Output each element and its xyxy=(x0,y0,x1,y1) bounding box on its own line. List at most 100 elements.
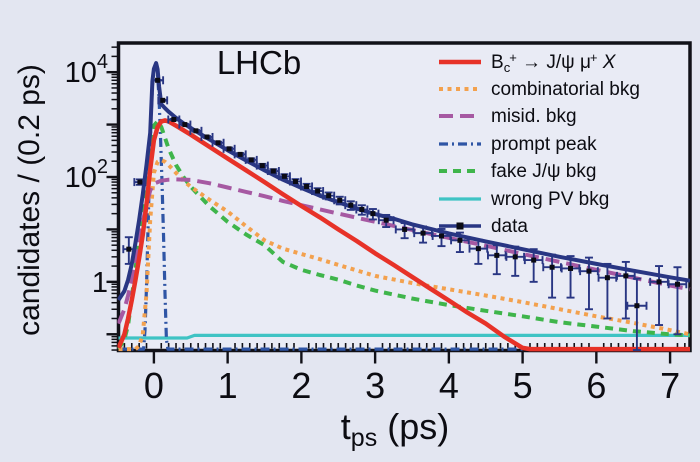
data-point xyxy=(233,150,247,159)
experiment-label: LHCb xyxy=(216,44,302,81)
data-marker xyxy=(383,217,389,223)
data-marker xyxy=(237,151,243,157)
legend-item-combinatorial: combinatorial bkg xyxy=(438,75,640,102)
data-point xyxy=(377,213,395,228)
series-misid xyxy=(117,177,691,325)
data-marker xyxy=(475,246,481,252)
y-axis-title: candidates / (0.2 ps) xyxy=(13,64,46,336)
data-point xyxy=(178,120,192,129)
legend-swatch-signal xyxy=(439,59,481,64)
legend-item-wrongpv: wrong PV bkg xyxy=(438,185,640,212)
y-tick-label: 1 xyxy=(92,267,108,299)
data-marker xyxy=(137,179,143,185)
data-point xyxy=(366,208,380,221)
legend-swatch-prompt xyxy=(439,142,481,146)
data-point xyxy=(468,238,489,265)
data-marker xyxy=(674,281,680,287)
data-marker xyxy=(512,254,518,260)
data-point xyxy=(333,195,347,206)
data-marker xyxy=(359,206,365,212)
tick-labels: 0 1 2 3 4 5 6 7 104 102 1 xyxy=(65,51,680,406)
legend-item-fake: fake J/ψ bkg xyxy=(438,158,640,185)
data-marker xyxy=(315,188,321,194)
data-marker xyxy=(182,122,188,128)
data-marker xyxy=(226,146,232,152)
data-marker xyxy=(549,264,555,270)
data-marker xyxy=(270,168,276,174)
data-marker xyxy=(656,279,662,285)
legend-item-label: misid. bkg xyxy=(491,106,577,128)
data-point xyxy=(523,248,544,283)
data-marker xyxy=(337,197,343,203)
data-marker xyxy=(494,252,500,258)
x-tick-label: 6 xyxy=(586,365,606,406)
x-tick-label: 1 xyxy=(218,365,238,406)
data-point xyxy=(300,182,314,191)
data-point xyxy=(486,244,507,276)
data-point xyxy=(289,177,302,186)
data-marker xyxy=(402,226,408,232)
x-tick-label: 2 xyxy=(291,365,311,406)
legend-swatch-data xyxy=(439,222,481,230)
x-tick-label: 3 xyxy=(365,365,385,406)
data-marker xyxy=(438,233,444,239)
data-marker xyxy=(204,134,210,140)
data-point xyxy=(266,167,280,176)
data-point xyxy=(151,76,165,85)
legend-item-label: fake J/ψ bkg xyxy=(491,161,597,183)
data-point xyxy=(222,144,236,153)
x-tick-label: 0 xyxy=(144,365,164,406)
plot-frame xyxy=(116,41,692,353)
data-point xyxy=(355,204,369,216)
data-point xyxy=(133,178,147,187)
legend-item-signal: Bc+ → J/ψ μ+ X xyxy=(438,48,640,75)
series-wrongpv xyxy=(118,333,690,340)
legend-data-marker xyxy=(456,222,464,230)
legend-swatch-combinatorial xyxy=(439,87,481,92)
data-point xyxy=(450,231,470,254)
data-marker xyxy=(304,183,310,189)
data-marker xyxy=(457,237,463,243)
legend: Bc+ → J/ψ μ+ X combinatorial bkg misid. bk… xyxy=(438,48,640,240)
data-marker xyxy=(568,265,574,271)
data-marker xyxy=(160,97,166,103)
x-axis-title-base: t xyxy=(340,406,351,447)
x-axis-title-unit: (ps) xyxy=(377,406,450,447)
x-tick-label: 7 xyxy=(660,365,680,406)
data-point xyxy=(311,187,325,196)
legend-swatch-misid xyxy=(439,114,481,119)
data-marker xyxy=(292,179,298,185)
data-marker xyxy=(420,230,426,236)
data-marker xyxy=(370,211,376,217)
data-marker xyxy=(171,117,177,123)
y-tick-label: 104 xyxy=(65,51,108,89)
data-marker xyxy=(623,273,629,279)
data-marker xyxy=(348,202,354,208)
data-marker xyxy=(281,173,287,179)
data-point xyxy=(505,245,526,277)
data-marker xyxy=(248,157,254,163)
data-marker xyxy=(126,246,132,252)
data-marker xyxy=(604,275,610,281)
x-axis-title-sub: ps xyxy=(350,424,378,452)
legend-swatch-wrongpv xyxy=(439,197,481,201)
legend-item-data: data xyxy=(438,212,640,239)
data-point xyxy=(649,265,669,326)
data-point xyxy=(167,115,181,124)
data-point xyxy=(344,200,358,211)
legend-item-label: combinatorial bkg xyxy=(491,79,640,101)
series-combinatorial xyxy=(118,158,691,352)
data-point xyxy=(157,96,169,105)
x-tick-label: 4 xyxy=(439,365,459,406)
data-point xyxy=(616,260,636,320)
legend-item-label: wrong PV bkg xyxy=(491,188,610,210)
x-tick-label: 5 xyxy=(513,365,533,406)
legend-item-prompt: prompt peak xyxy=(438,130,640,157)
data-marker xyxy=(531,257,537,263)
data-marker xyxy=(155,77,161,83)
data-marker xyxy=(326,193,332,199)
data-marker xyxy=(193,128,199,134)
legend-item-label: prompt peak xyxy=(491,133,597,155)
